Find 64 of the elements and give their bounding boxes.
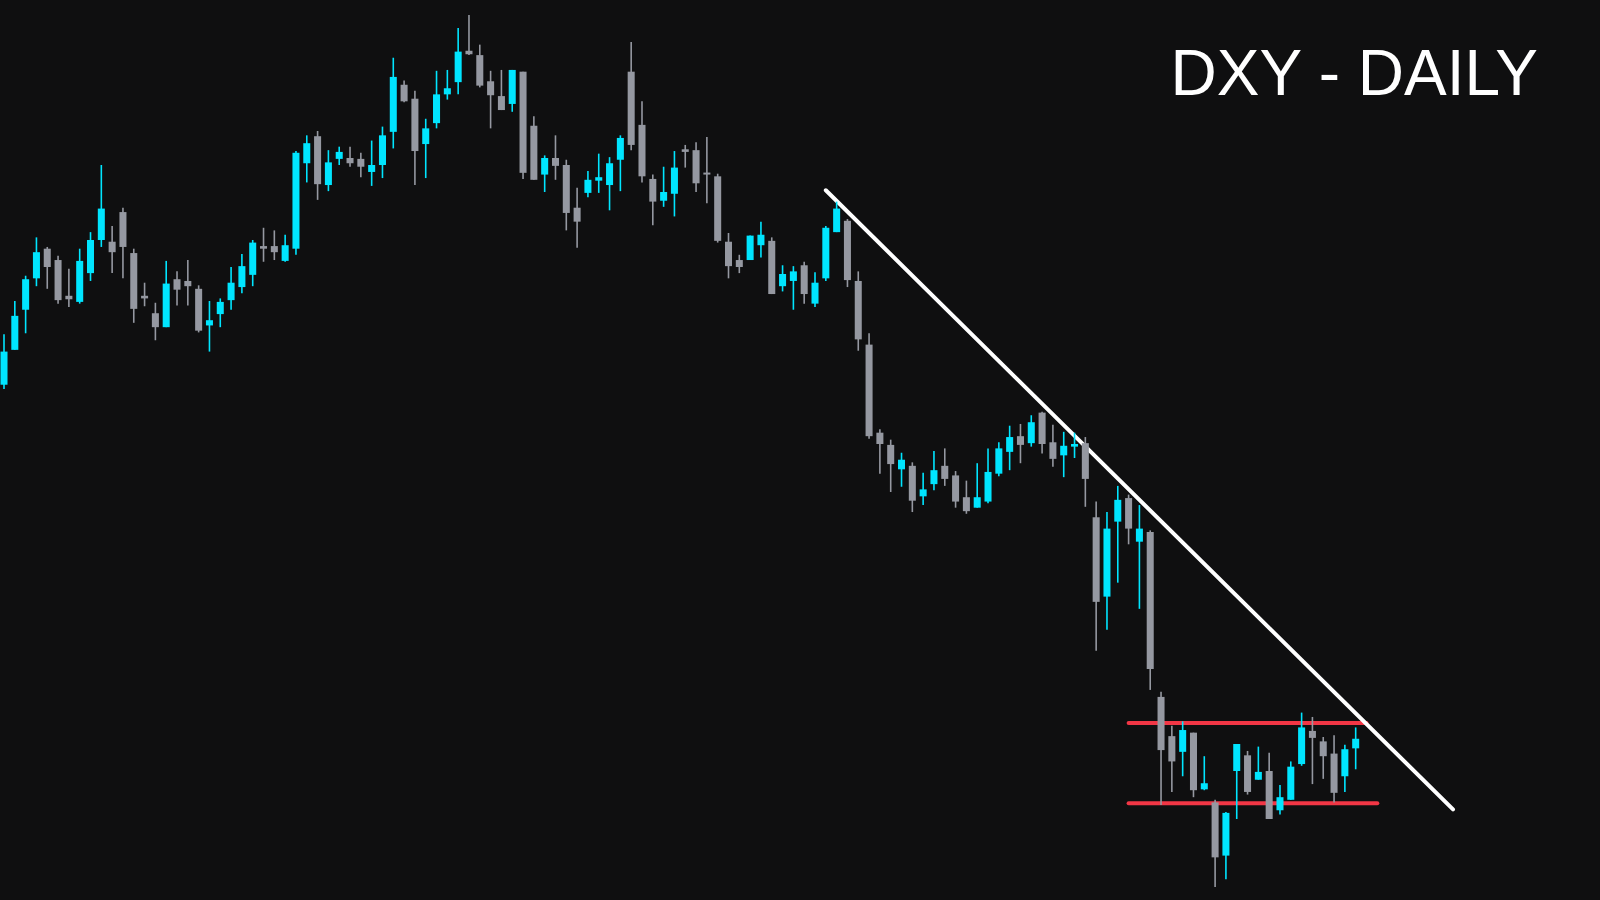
candlestick	[573, 186, 581, 249]
candlestick	[260, 226, 268, 263]
candlestick	[541, 154, 549, 193]
candlestick	[735, 254, 743, 274]
candlestick	[887, 438, 895, 493]
candlestick	[757, 220, 765, 259]
candlestick	[1016, 423, 1024, 465]
candlestick	[205, 300, 213, 353]
candlestick	[1200, 755, 1208, 792]
candlestick	[422, 117, 430, 179]
candlestick	[898, 451, 906, 488]
candlestick	[606, 156, 614, 212]
candlestick	[973, 462, 981, 509]
candlestick	[303, 134, 311, 184]
candlestick	[270, 229, 278, 261]
candlestick	[1006, 424, 1014, 471]
candlestick	[368, 139, 376, 187]
candlestick	[324, 149, 332, 192]
candlestick	[216, 297, 224, 328]
chart-title: DXY - DAILY	[1170, 36, 1538, 110]
candlestick	[1308, 716, 1316, 785]
candlestick	[173, 270, 181, 307]
candlestick	[681, 144, 689, 169]
candlestick	[789, 265, 797, 311]
candlestick	[1060, 431, 1068, 478]
candlestick	[1352, 726, 1360, 771]
candlestick	[151, 301, 159, 342]
candlestick	[346, 145, 354, 168]
candlestick	[497, 69, 505, 111]
candlestick	[779, 264, 787, 293]
candlestick	[227, 266, 235, 311]
candlestick	[335, 145, 343, 166]
candlestick	[584, 170, 592, 199]
candlestick	[238, 253, 246, 294]
candlestick	[1135, 504, 1143, 610]
candlestick	[833, 200, 841, 233]
candlestick	[616, 134, 624, 192]
candlestick	[108, 225, 116, 274]
candlestick	[876, 428, 884, 475]
candlestick	[1114, 485, 1122, 584]
candlestick	[660, 165, 668, 208]
candlestick	[551, 134, 559, 181]
candlestick	[941, 447, 949, 487]
candlestick	[1049, 424, 1057, 468]
candlestick	[1319, 736, 1327, 780]
candlestick	[443, 69, 451, 101]
candlestick	[357, 151, 365, 178]
candlestick	[281, 233, 289, 263]
candlestick	[930, 450, 938, 492]
candlestick	[43, 246, 51, 290]
candlestick	[1071, 431, 1079, 459]
candlestick	[184, 259, 192, 307]
candlestick	[649, 173, 657, 226]
candlestick	[400, 79, 408, 103]
candlestick	[595, 152, 603, 194]
candlestick	[919, 472, 927, 506]
candlestick	[811, 271, 819, 308]
candlestick	[1027, 414, 1035, 448]
candlestick	[487, 70, 495, 130]
candlestick	[1254, 745, 1262, 781]
candlestick	[962, 479, 970, 515]
candlestick	[1276, 784, 1284, 816]
candlestick	[703, 136, 711, 205]
candlestick	[1179, 720, 1187, 778]
